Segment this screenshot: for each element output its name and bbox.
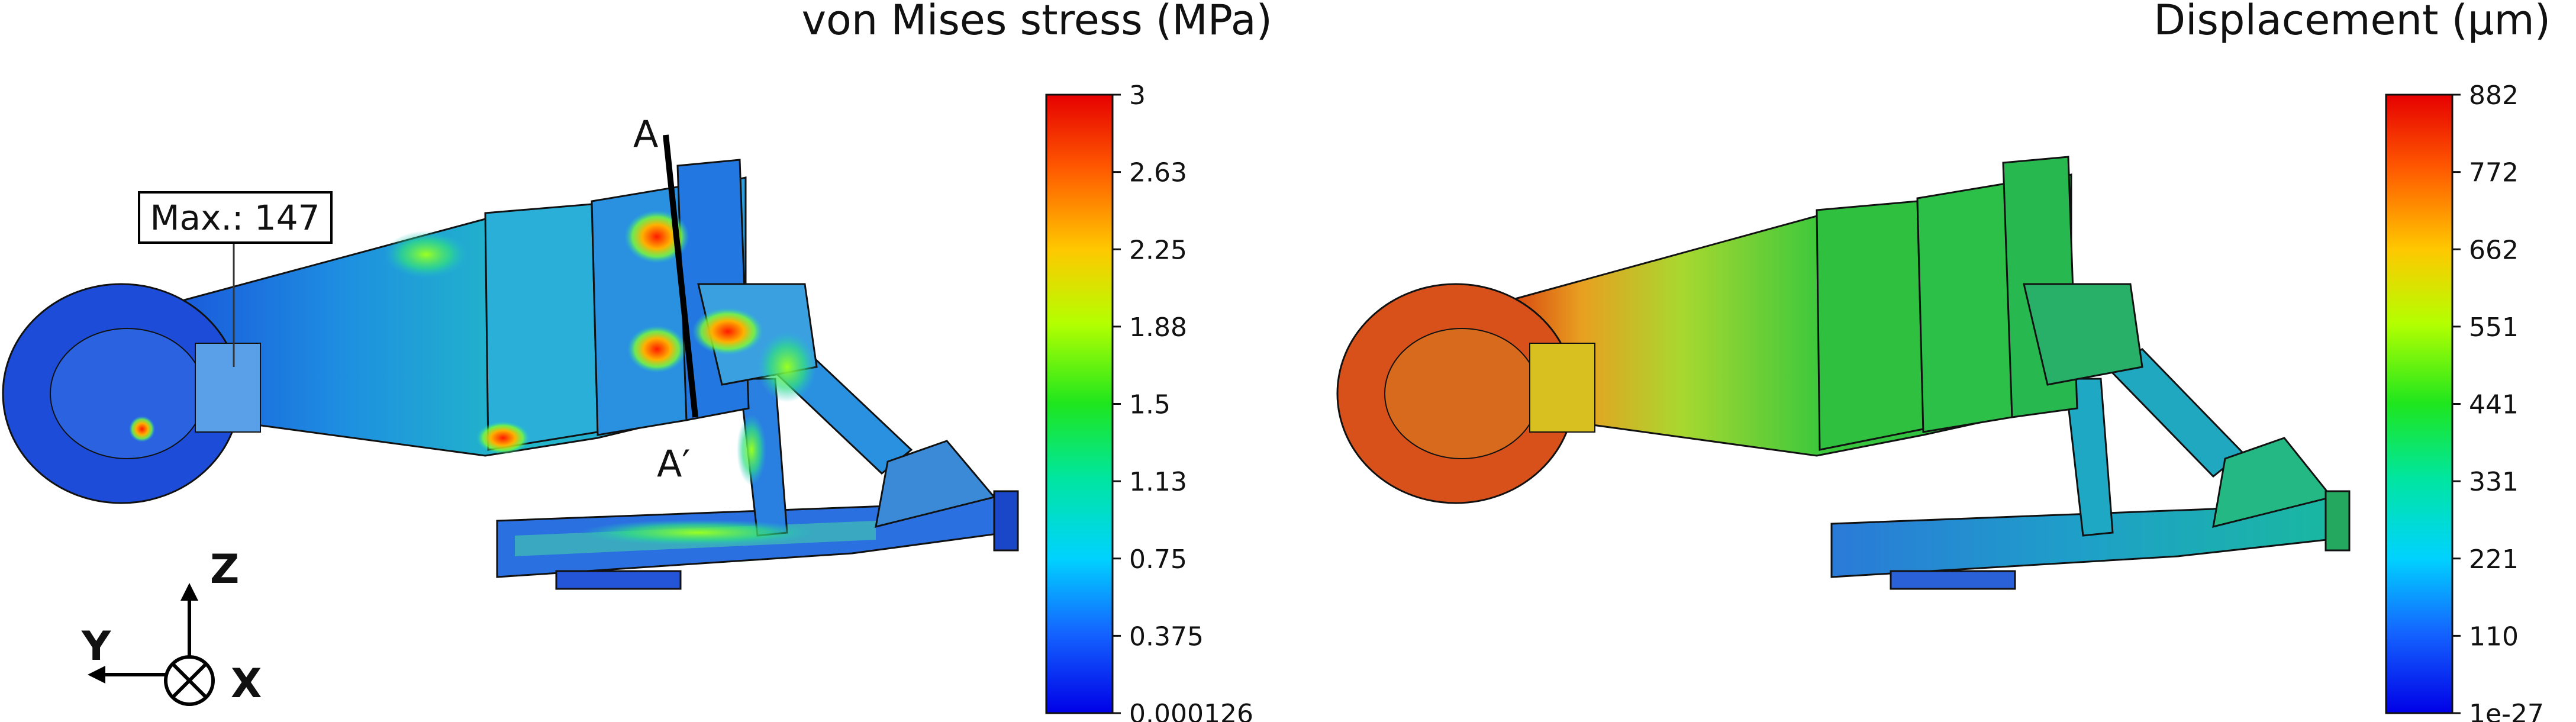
z-axis-arrow — [180, 583, 198, 601]
section-label-a: A — [633, 112, 658, 156]
disp-base-inner — [1384, 328, 1539, 459]
stress-hotspot — [692, 308, 763, 355]
displacement-colorbar-tick-label: 882 — [2469, 80, 2519, 111]
stress-colorbar-tick-label: 3 — [1129, 80, 1146, 111]
displacement-colorbar-tick-label: 772 — [2469, 158, 2519, 188]
stress-colorbar-tick-label: 1.88 — [1129, 312, 1187, 343]
stress-colorbar-ticks: 3 2.63 2.25 1.88 1.5 1.13 0.75 0.375 0.000126 — [1113, 80, 1253, 722]
stress-colorbar-tick-label: 1.5 — [1129, 390, 1171, 420]
disp-cylinder-mid — [1816, 200, 1924, 451]
axis-triad: Z Y X — [81, 546, 262, 707]
stress-colorbar-tick-label: 0.000126 — [1129, 699, 1253, 722]
x-axis-label: X — [231, 660, 262, 707]
displacement-colorbar-tick-label: 221 — [2469, 544, 2519, 575]
y-axis-label: Y — [81, 623, 111, 670]
displacement-colorbar-tick-label: 551 — [2469, 312, 2519, 343]
stress-hotspot — [737, 414, 766, 485]
stress-title: von Mises stress (MPa) — [802, 0, 1272, 44]
stress-hotspot — [476, 421, 530, 455]
stress-hotspot — [580, 520, 817, 546]
displacement-colorbar-tick-label: 662 — [2469, 235, 2519, 265]
displacement-colorbar-ticks: 882 772 662 551 441 331 221 110 1e-27 — [2452, 80, 2544, 722]
stress-hotspot — [627, 325, 686, 373]
stress-colorbar-tick-label: 2.63 — [1129, 158, 1187, 188]
stress-colorbar-tick-label: 0.75 — [1129, 544, 1187, 575]
displacement-colorbar-tick-label: 110 — [2469, 621, 2519, 652]
disp-rail-foot — [1890, 570, 2016, 590]
displacement-colorbar — [2385, 94, 2454, 714]
stress-base-inner — [50, 328, 205, 459]
stress-colorbar-tick-label: 0.375 — [1129, 621, 1204, 652]
max-callout-box — [138, 191, 333, 244]
stress-panel: von Mises stress (MPa) — [2, 0, 1272, 722]
stress-hotspot — [757, 331, 817, 402]
disp-cylinder-front — [1916, 182, 2013, 433]
stress-hotspot — [129, 416, 155, 442]
displacement-colorbar-tick-label: 1e-27 — [2469, 699, 2544, 722]
stress-colorbar-tick-label: 2.25 — [1129, 235, 1187, 265]
displacement-title: Displacement (μm) — [2153, 0, 2551, 44]
z-axis-label: Z — [210, 546, 239, 593]
stress-mount-plate — [195, 343, 261, 433]
disp-gusset-upper — [2023, 283, 2143, 386]
stress-end-bracket — [993, 490, 1019, 552]
section-line — [663, 134, 698, 418]
stress-cylinder-mid — [484, 203, 599, 451]
disp-mount-plate — [1529, 343, 1595, 433]
stress-model — [2, 159, 1019, 590]
y-axis-arrow — [88, 666, 105, 684]
disp-vertical-strut — [2064, 378, 2114, 537]
section-label-a-prime: A′ — [657, 442, 691, 485]
stress-colorbar — [1045, 94, 1114, 714]
displacement-colorbar-tick-label: 331 — [2469, 467, 2519, 497]
displacement-panel: Displacement (μm) 882 772 662 551 441 331 221 1… — [1336, 0, 2551, 722]
stress-colorbar-tick-label: 1.13 — [1129, 467, 1187, 497]
displacement-colorbar-tick-label: 441 — [2469, 390, 2519, 420]
max-callout-text: Max.: 147 — [150, 198, 320, 238]
displacement-model — [1336, 156, 2351, 590]
stress-rail-foot — [555, 570, 682, 590]
disp-end-bracket — [2324, 490, 2351, 552]
stress-hotspot — [385, 231, 468, 278]
